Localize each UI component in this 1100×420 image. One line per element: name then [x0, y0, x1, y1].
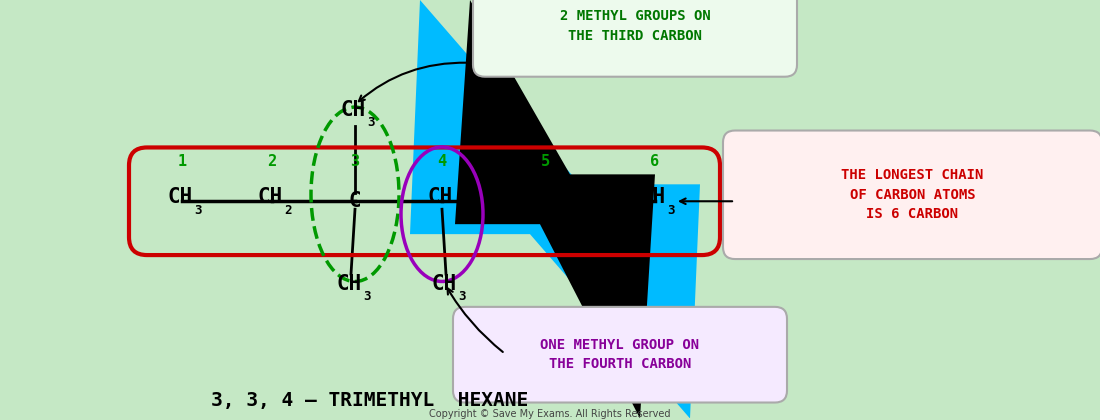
- Text: Copyright © Save My Exams. All Rights Reserved: Copyright © Save My Exams. All Rights Re…: [429, 409, 671, 419]
- Text: 3: 3: [459, 290, 465, 303]
- Text: 3, 3, 4 – TRIMETHYL  HEXANE: 3, 3, 4 – TRIMETHYL HEXANE: [211, 391, 529, 410]
- Text: 3: 3: [668, 204, 674, 217]
- Text: CH: CH: [257, 187, 283, 207]
- Text: 6: 6: [650, 154, 660, 169]
- Text: 3: 3: [195, 204, 201, 217]
- Text: 3: 3: [363, 290, 371, 303]
- Text: 5: 5: [540, 154, 550, 169]
- Text: THE LONGEST CHAIN
OF CARBON ATOMS
IS 6 CARBON: THE LONGEST CHAIN OF CARBON ATOMS IS 6 C…: [842, 168, 983, 221]
- Text: 1: 1: [177, 154, 187, 169]
- Text: CH: CH: [431, 274, 456, 294]
- Polygon shape: [410, 0, 700, 418]
- Text: CH: CH: [337, 274, 362, 294]
- Polygon shape: [455, 0, 654, 418]
- Text: CH: CH: [340, 100, 365, 120]
- Text: 2 METHYL GROUPS ON
THE THIRD CARBON: 2 METHYL GROUPS ON THE THIRD CARBON: [560, 8, 711, 43]
- Text: 4: 4: [438, 154, 447, 169]
- Text: ONE METHYL GROUP ON
THE FOURTH CARBON: ONE METHYL GROUP ON THE FOURTH CARBON: [540, 338, 700, 371]
- FancyBboxPatch shape: [473, 0, 798, 77]
- FancyBboxPatch shape: [723, 131, 1100, 259]
- Text: 3: 3: [367, 116, 375, 129]
- Text: 2: 2: [267, 154, 276, 169]
- Text: CH: CH: [167, 187, 192, 207]
- Text: CH: CH: [428, 187, 452, 207]
- Text: C: C: [349, 191, 361, 211]
- Text: 3: 3: [351, 154, 360, 169]
- FancyBboxPatch shape: [453, 307, 786, 402]
- Text: 2: 2: [284, 204, 292, 217]
- Text: CH: CH: [640, 187, 666, 207]
